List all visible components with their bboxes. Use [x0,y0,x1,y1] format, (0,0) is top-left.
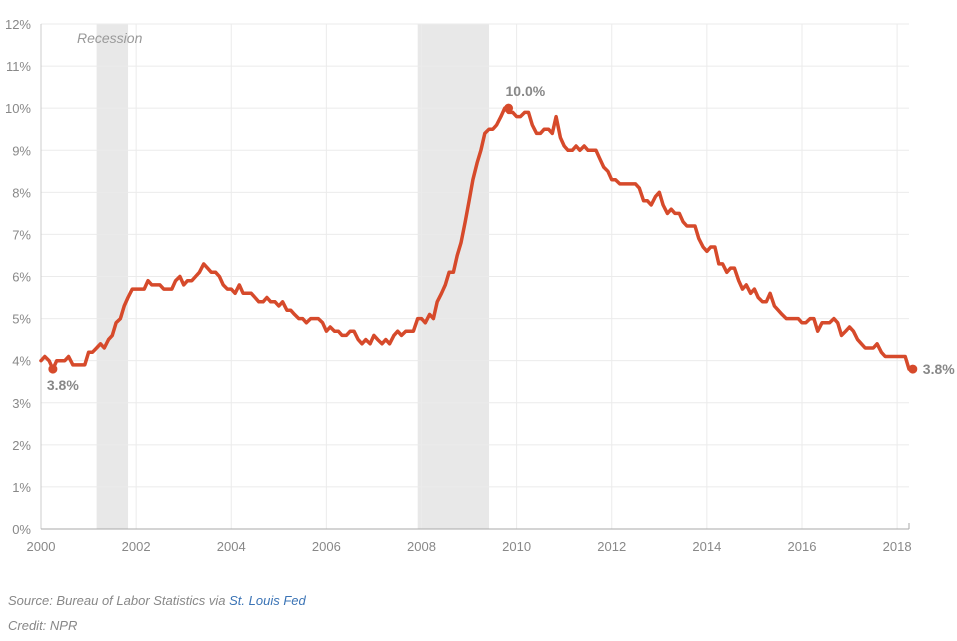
x-tick-label: 2016 [788,539,817,554]
x-tick-label: 2008 [407,539,436,554]
annotation-dot [908,364,918,374]
y-tick-label: 4% [12,354,31,369]
annotations: 3.8% 10.0% 3.8% [47,83,955,393]
annotation-dot [48,364,58,374]
y-tick-label: 10% [5,101,31,116]
y-tick-label: 0% [12,522,31,537]
y-tick-label: 12% [5,17,31,32]
credit-note: Credit: NPR [8,618,78,633]
annotation-label: 3.8% [47,377,79,393]
x-tick-label: 2010 [502,539,531,554]
x-tick-label: 2000 [27,539,56,554]
y-tick-label: 8% [12,185,31,200]
y-tick-label: 7% [12,227,31,242]
unemployment-rate-line [39,106,911,371]
annotation-label: 10.0% [506,83,546,99]
axes [40,24,910,530]
gridlines [41,23,909,529]
source-link[interactable]: St. Louis Fed [229,593,306,608]
y-tick-label: 9% [12,143,31,158]
y-tick-label: 11% [6,59,31,74]
x-tick-label: 2004 [217,539,246,554]
annotation-dot [504,103,514,113]
x-tick-label: 2014 [692,539,721,554]
y-tick-labels: 0% 1% 2% 3% 4% 5% 6% 7% 8% 9% 10% 11% 12% [5,17,31,537]
x-tick-label: 2006 [312,539,341,554]
y-tick-label: 1% [12,480,31,495]
x-tick-labels: 2000 2002 2004 2006 2008 2010 2012 2014 2016 2018 [27,539,912,554]
series-layer [39,106,911,371]
recession-label: Recession [77,30,143,46]
source-prefix: Source: Bureau of Labor Statistics via [8,593,230,608]
y-tick-label: 3% [12,396,31,411]
annotation-label: 3.8% [923,361,955,377]
x-tick-label: 2002 [122,539,151,554]
x-tick-label: 2018 [883,539,912,554]
y-tick-label: 6% [12,270,31,285]
x-tick-label: 2012 [597,539,626,554]
y-tick-label: 2% [12,438,31,453]
y-tick-label: 5% [12,312,31,327]
source-note: Source: Bureau of Labor Statistics via S… [8,593,306,608]
